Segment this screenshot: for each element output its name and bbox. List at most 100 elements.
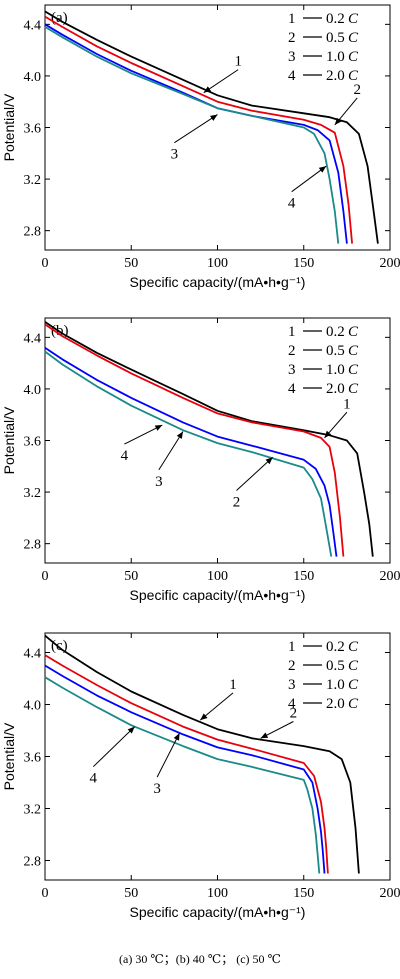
y-tick-label: 2.8	[24, 225, 42, 240]
legend-rate: 0.5	[326, 658, 345, 674]
series-line-2	[44, 15, 353, 244]
x-tick-label: 200	[380, 569, 400, 584]
y-tick-label: 4.0	[24, 699, 42, 714]
legend-unit: C	[348, 639, 359, 655]
y-tick-label: 3.6	[24, 751, 42, 766]
legend-rate: 0.2	[326, 11, 345, 27]
x-tick-label: 100	[207, 886, 228, 901]
y-tick-label: 4.4	[24, 331, 42, 346]
annotation-label: 4	[90, 771, 98, 787]
y-tick-label: 4.4	[24, 18, 42, 33]
legend-unit: C	[348, 49, 359, 65]
annotation-label: 4	[121, 448, 129, 464]
annotation-arrow	[156, 732, 180, 778]
annotation-label: 2	[290, 706, 298, 722]
legend-rate: 0.5	[326, 343, 345, 359]
series-line-4	[44, 676, 321, 874]
series-line-1	[44, 321, 374, 557]
annotation-label: 2	[233, 495, 241, 511]
x-tick-label: 0	[42, 256, 49, 271]
legend-number: 4	[288, 381, 296, 397]
x-tick-label: 0	[42, 569, 49, 584]
y-tick-label: 2.8	[24, 855, 42, 870]
y-tick-label: 3.2	[24, 173, 42, 188]
chart-panel-b: 0 50 100 150 200 2.8 3.2 3.6 4.0 4.4 Specific capa…	[1, 317, 400, 603]
annotation-arrow	[324, 411, 348, 439]
series-line-3	[44, 23, 348, 244]
y-tick-label: 2.8	[24, 538, 42, 553]
annotation-label: 3	[171, 147, 179, 163]
annotation-arrow	[203, 69, 239, 94]
annotation-label: 4	[288, 196, 296, 212]
x-tick-label: 200	[380, 256, 400, 271]
legend-rate: 0.2	[326, 639, 345, 655]
y-axis-label: Potential/V	[1, 722, 17, 790]
legend-number: 4	[288, 68, 296, 84]
x-tick-label: 150	[293, 569, 314, 584]
x-axis-label: Specific capacity/(mA•h•g⁻¹)	[130, 587, 306, 603]
x-axis-label: Specific capacity/(mA•h•g⁻¹)	[130, 904, 306, 920]
legend-unit: C	[348, 68, 359, 84]
series-line-4	[44, 350, 333, 557]
legend-number: 3	[288, 49, 296, 65]
annotation-arrow	[236, 456, 274, 491]
legend-unit: C	[348, 362, 359, 378]
y-tick-label: 4.4	[24, 647, 42, 662]
legend-unit: C	[348, 658, 359, 674]
legend-unit: C	[348, 343, 359, 359]
x-tick-label: 100	[207, 256, 228, 271]
legend-unit: C	[348, 381, 359, 397]
x-tick-label: 50	[124, 886, 138, 901]
annotation-label: 2	[353, 82, 361, 98]
annotation-arrow	[92, 726, 136, 768]
annotation-arrow	[124, 424, 163, 445]
annotation-label: 3	[155, 474, 163, 490]
legend-rate: 1.0	[326, 677, 345, 693]
x-tick-label: 200	[380, 886, 400, 901]
series-line-1	[44, 10, 379, 244]
legend-unit: C	[348, 324, 359, 340]
x-tick-label: 150	[293, 256, 314, 271]
y-tick-label: 3.6	[24, 435, 42, 450]
legend-rate: 2.0	[326, 68, 345, 84]
series-line-4	[44, 26, 340, 244]
legend-number: 3	[288, 362, 296, 378]
annotation-arrow	[260, 721, 294, 739]
annotation-label: 1	[229, 677, 237, 693]
y-tick-label: 3.2	[24, 803, 42, 818]
annotation-arrow	[199, 692, 234, 721]
y-axis-label: Potential/V	[1, 406, 17, 474]
legend-number: 1	[288, 324, 296, 340]
annotation-label: 1	[234, 54, 242, 70]
figure-caption: (a) 30 ℃；(b) 40 ℃； (c) 50 ℃	[119, 952, 281, 966]
series-line-3	[44, 664, 326, 874]
legend-number: 4	[288, 696, 296, 712]
x-tick-label: 100	[207, 569, 228, 584]
annotation-arrow	[158, 431, 184, 471]
legend-number: 3	[288, 677, 296, 693]
annotation-label: 1	[343, 396, 351, 412]
annotation-arrow	[291, 165, 327, 193]
y-axis-label: Potential/V	[1, 93, 17, 161]
legend-number: 1	[288, 11, 296, 27]
y-tick-label: 4.0	[24, 383, 42, 398]
annotation-label: 3	[153, 781, 161, 797]
legend-number: 2	[288, 658, 296, 674]
legend-number: 1	[288, 639, 296, 655]
legend-unit: C	[348, 696, 359, 712]
legend-rate: 2.0	[326, 696, 345, 712]
x-axis-label: Specific capacity/(mA•h•g⁻¹)	[130, 274, 306, 290]
annotation-arrow	[334, 97, 358, 126]
chart-panel-a: 0 50 100 150 200 2.8 3.2 3.6 4.0 4.4 Specific capa…	[1, 4, 400, 290]
annotation-arrow	[174, 114, 218, 144]
legend-rate: 2.0	[326, 381, 345, 397]
y-tick-label: 3.6	[24, 122, 42, 137]
series-line-2	[44, 654, 329, 874]
legend-rate: 1.0	[326, 49, 345, 65]
y-tick-label: 4.0	[24, 70, 42, 85]
x-tick-label: 150	[293, 886, 314, 901]
series-line-2	[44, 323, 345, 557]
series-line-1	[44, 634, 360, 874]
x-tick-label: 50	[124, 256, 138, 271]
